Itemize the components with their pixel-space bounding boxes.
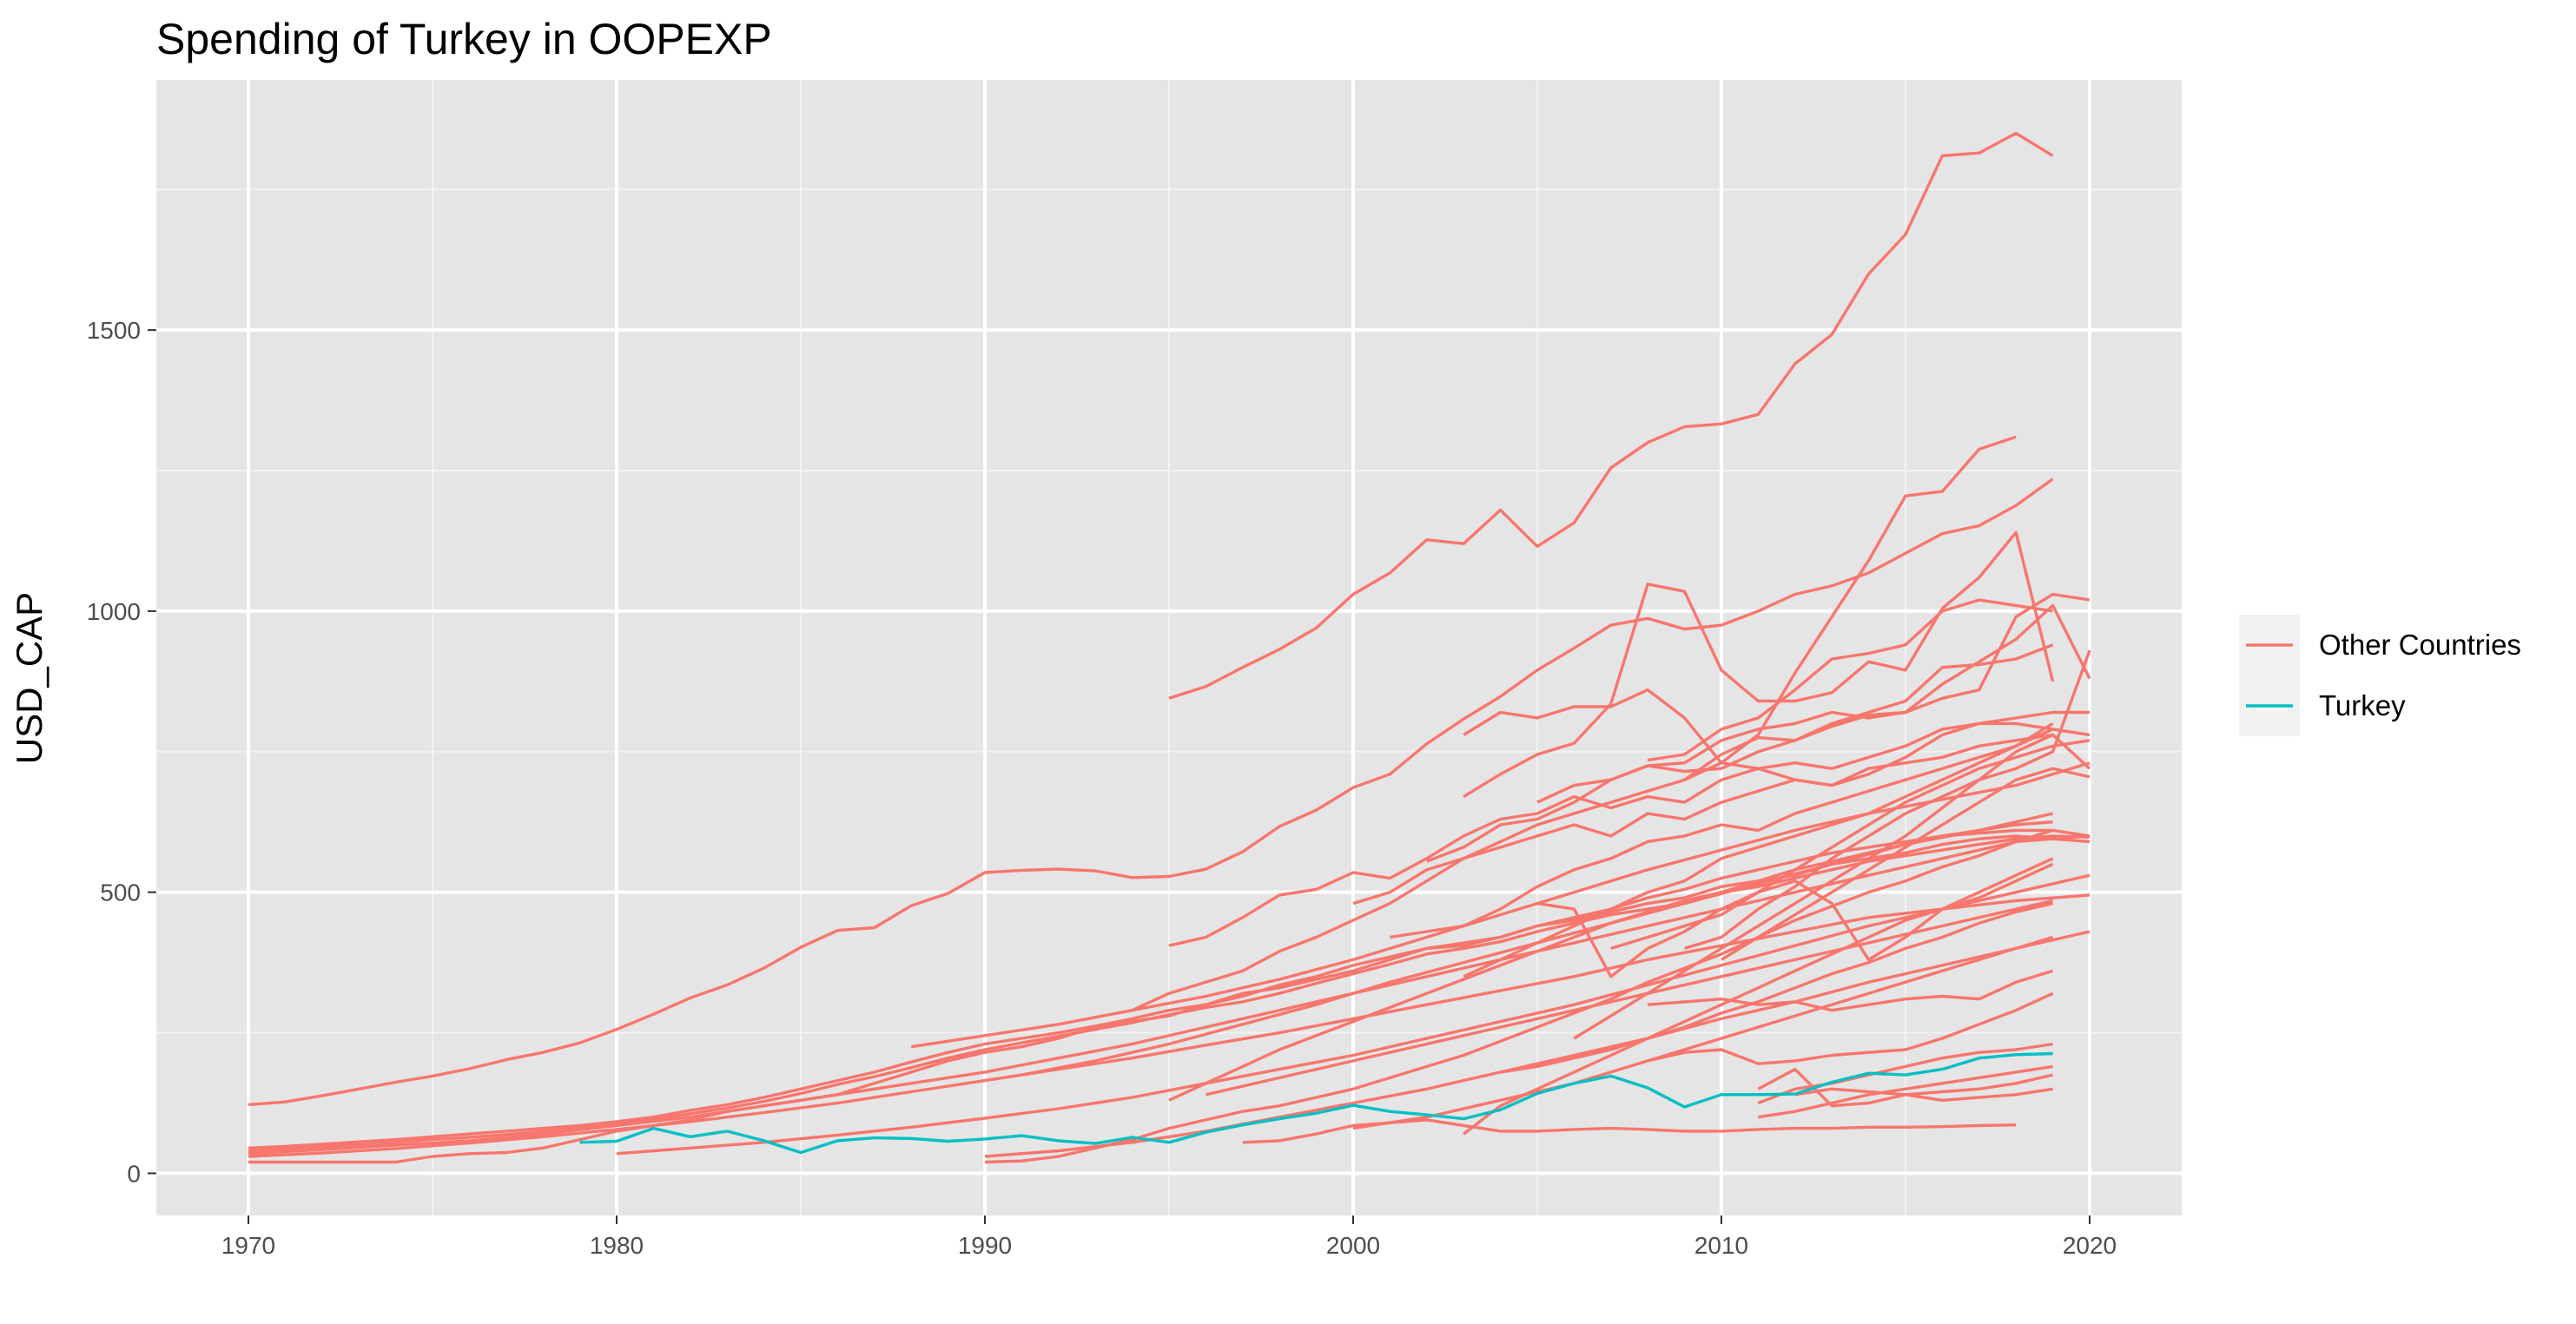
y-tick-label: 1000 — [87, 598, 141, 625]
other-country-series-line — [1463, 530, 2055, 799]
other-country-series-line — [1168, 820, 2053, 1102]
x-tick-label: 2010 — [1694, 1232, 1748, 1259]
other-country-series-line — [1536, 857, 2054, 978]
other-country-series-line — [1721, 767, 2091, 961]
y-tick-label: 500 — [100, 879, 141, 906]
other-country-series-line — [1463, 862, 2054, 1136]
turkey-series-line — [579, 1051, 2053, 1155]
other-country-series-line — [616, 873, 2091, 1156]
other-country-series-line — [1131, 710, 2090, 1012]
other-country-series-line — [1684, 649, 2091, 951]
other-country-series-line — [1610, 739, 2091, 951]
other-country-series-line — [1794, 1087, 2053, 1102]
other-country-series-line — [1426, 603, 2091, 863]
legend-label: Other Countries — [2319, 629, 2521, 661]
y-axis-label: USD_CAP — [9, 592, 50, 764]
other-country-series-line — [248, 478, 2054, 1107]
x-tick-label: 2020 — [2063, 1232, 2117, 1259]
other-country-series-line — [984, 930, 2091, 1158]
other-country-series-line — [1647, 598, 2053, 762]
other-country-series-line — [1352, 733, 2091, 906]
x-axis: 1970 1980 1990 2000 2010 2020 — [221, 1215, 2117, 1259]
x-tick-label: 1980 — [590, 1232, 644, 1259]
other-country-series-line — [1647, 991, 2054, 1065]
y-tick-label: 1500 — [87, 317, 141, 344]
x-tick-label: 2000 — [1326, 1232, 1380, 1259]
other-country-series-line — [1390, 728, 2054, 939]
other-countries-lines — [248, 131, 2091, 1164]
minor-gridlines — [156, 80, 2182, 1215]
major-gridlines — [156, 80, 2182, 1215]
x-tick-label: 1970 — [221, 1232, 275, 1259]
other-country-series-line — [1352, 935, 2054, 1130]
other-country-series-line — [984, 828, 2054, 1164]
other-country-series-line — [248, 893, 2091, 1158]
x-tick-label: 1990 — [958, 1232, 1012, 1259]
y-axis: 0 500 1000 1500 — [87, 317, 156, 1187]
chart-title: Spending of Turkey in OOPEXP — [156, 15, 772, 63]
legend-label: Turkey — [2319, 689, 2406, 721]
other-country-series-line — [1168, 131, 2054, 700]
other-country-series-line — [1463, 435, 2017, 765]
y-tick-label: 0 — [127, 1160, 141, 1187]
other-country-series-line — [1463, 721, 2054, 978]
other-country-series-line — [1757, 1042, 2053, 1105]
other-country-series-line — [1758, 1064, 2053, 1119]
other-country-series-line — [248, 828, 2091, 1164]
other-country-series-line — [1168, 721, 2091, 947]
turkey-lines — [579, 1051, 2053, 1155]
other-country-series-line — [1500, 901, 2053, 1074]
legend: Other Countries Turkey — [2239, 615, 2521, 736]
other-country-series-line — [1648, 969, 2054, 1012]
